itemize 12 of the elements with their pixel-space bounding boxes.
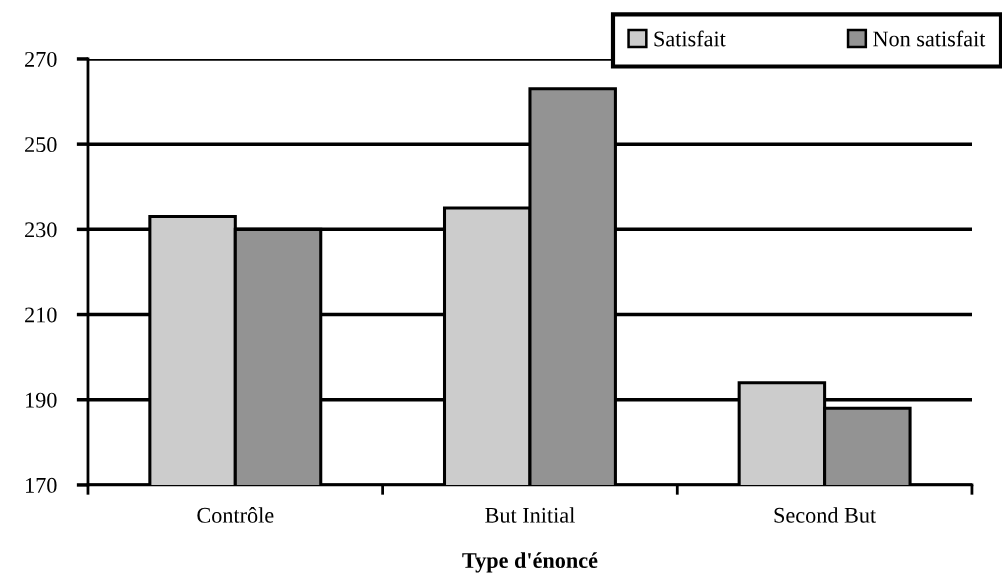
- y-tick-label: 190: [26, 392, 57, 408]
- y-tick-label: 250: [25, 137, 57, 153]
- x-tick-label: But Initial: [485, 507, 575, 523]
- y-tick-label: 210: [25, 307, 57, 323]
- legend-label: Satisfait: [654, 30, 726, 47]
- legend-label: Non satisfait: [873, 30, 986, 47]
- y-tick-label: 170: [26, 477, 57, 493]
- x-tick-label: Second But: [774, 507, 877, 523]
- y-tick-label: 230: [25, 222, 57, 238]
- y-tick-label: 270: [25, 51, 57, 67]
- x-tick-label: Contrôle: [197, 507, 274, 523]
- x-axis-title: Type d'énoncé: [462, 552, 598, 573]
